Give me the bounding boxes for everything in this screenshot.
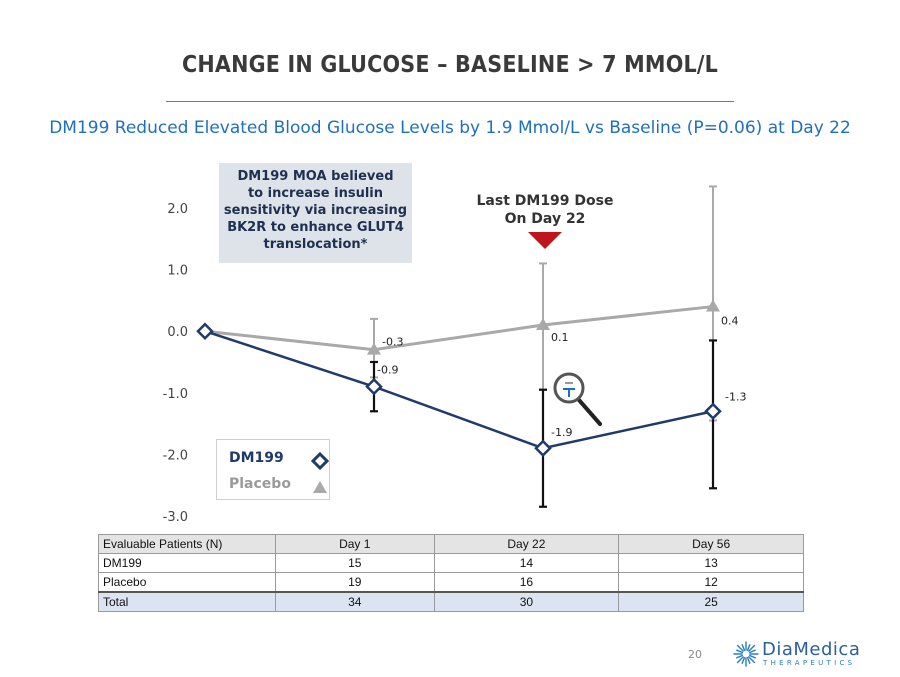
table-row-label: Total — [98, 591, 276, 612]
legend-entry-dm199: DM199 — [229, 450, 329, 470]
logo-ray — [736, 649, 744, 654]
series-lines — [204, 305, 714, 450]
series-line-dm199 — [204, 330, 714, 450]
moa-note-line: to increase insulin — [247, 186, 384, 201]
data-label: -0.3 — [382, 336, 403, 349]
y-tick-label: -2.0 — [163, 448, 188, 463]
series-markers — [196, 299, 722, 458]
table-cell: 15 — [275, 553, 435, 573]
table-cell: 14 — [433, 553, 620, 573]
table-row: DM199 15 14 13 — [98, 553, 804, 573]
triangle-marker-icon — [313, 481, 327, 493]
table-cell: 19 — [275, 572, 435, 593]
table-cell: 34 — [275, 591, 435, 612]
y-tick-label: 0.0 — [167, 325, 188, 340]
y-tick-label: 1.0 — [167, 264, 188, 279]
table-cell: 30 — [433, 591, 620, 612]
moa-note-box: DM199 MOA believed to increase insulin s… — [219, 163, 412, 263]
table-cell: 13 — [618, 553, 804, 573]
logo-ray — [748, 656, 756, 664]
legend-label: Placebo — [229, 476, 291, 492]
logo-ray — [746, 644, 751, 652]
title-divider — [166, 101, 734, 102]
slide-subtitle: DM199 Reduced Elevated Blood Glucose Lev… — [49, 118, 851, 138]
diamond-marker-icon — [311, 452, 329, 470]
series-line-placebo — [204, 305, 714, 352]
table-cell: 16 — [433, 572, 620, 593]
slide-title: CHANGE IN GLUCOSE – BASELINE > 7 MMOL/L — [181, 52, 719, 78]
moa-note-line: translocation* — [263, 237, 368, 252]
data-label: 0.1 — [551, 331, 569, 344]
data-point-dm199 — [704, 402, 722, 421]
y-tick-label: -3.0 — [163, 510, 188, 525]
table-header-row: Evaluable Patients (N) Day 1 Day 22 Day … — [98, 534, 804, 554]
dose-note-line: On Day 22 — [504, 211, 586, 227]
chart-legend: DM199 Placebo — [216, 439, 330, 500]
table-row-label: DM199 — [98, 553, 276, 573]
data-label: -1.3 — [725, 390, 746, 403]
logo-ray — [736, 654, 744, 659]
legend-label: DM199 — [229, 450, 284, 466]
data-point-placebo — [536, 318, 550, 331]
table-header: Evaluable Patients (N) — [98, 534, 276, 554]
legend-entry-placebo: Placebo — [229, 476, 327, 493]
logo-ray — [746, 656, 751, 664]
dose-annotation: Last DM199 Dose On Day 22 — [470, 192, 620, 228]
data-point-placebo — [367, 342, 381, 355]
moa-note-line: DM199 MOA believed — [237, 169, 394, 184]
data-label: -1.9 — [551, 426, 572, 439]
data-label: 0.4 — [721, 315, 739, 328]
table-header: Day 56 — [618, 534, 804, 554]
logo-tagline: THERAPEUTICS — [763, 659, 856, 667]
y-tick-label: 2.0 — [167, 202, 188, 217]
y-tick-label: -1.0 — [163, 387, 188, 402]
table-header: Day 1 — [275, 534, 435, 554]
logo-ray — [748, 649, 756, 654]
data-point-dm199 — [365, 377, 383, 396]
table-cell: 25 — [618, 591, 804, 612]
company-logo: DiaMedica THERAPEUTICS — [732, 638, 862, 670]
table-row-label: Placebo — [98, 572, 276, 593]
evaluable-patients-table: Evaluable Patients (N) Day 1 Day 22 Day … — [98, 534, 804, 612]
logo-ray — [748, 654, 756, 659]
dose-marker-icon — [528, 232, 562, 249]
table-header: Day 22 — [433, 534, 620, 554]
data-point-placebo — [706, 299, 720, 312]
dose-note-line: Last DM199 Dose — [476, 193, 614, 209]
logo-wordmark: DiaMedica — [762, 639, 861, 660]
data-point-dm199 — [534, 439, 552, 458]
data-label: -0.9 — [377, 364, 398, 377]
logo-ray — [736, 656, 744, 664]
moa-note-line: sensitivity via increasing — [223, 203, 408, 218]
logo-ray — [748, 644, 756, 652]
magnifier-icon — [553, 372, 602, 426]
table-cell: 12 — [618, 572, 804, 593]
glucose-change-chart: 2.0 1.0 0.0 -1.0 -2.0 -3.0 -0.9 -1.9 -1.3 -0.3 0.… — [163, 185, 746, 525]
logo-ray — [741, 656, 746, 664]
page-number: 20 — [688, 648, 702, 661]
y-axis: 2.0 1.0 0.0 -1.0 -2.0 -3.0 — [163, 202, 188, 525]
logo-ray — [736, 644, 744, 652]
logo-burst-icon — [733, 641, 759, 667]
logo-ray — [741, 644, 746, 652]
table-row: Placebo 19 16 12 — [98, 572, 804, 593]
data-point-dm199 — [196, 322, 214, 340]
table-total-row: Total 34 30 25 — [98, 591, 804, 612]
moa-note-line: BK2R to enhance GLUT4 — [227, 220, 404, 235]
data-labels: -0.9 -1.9 -1.3 -0.3 0.1 0.4 — [377, 315, 746, 440]
